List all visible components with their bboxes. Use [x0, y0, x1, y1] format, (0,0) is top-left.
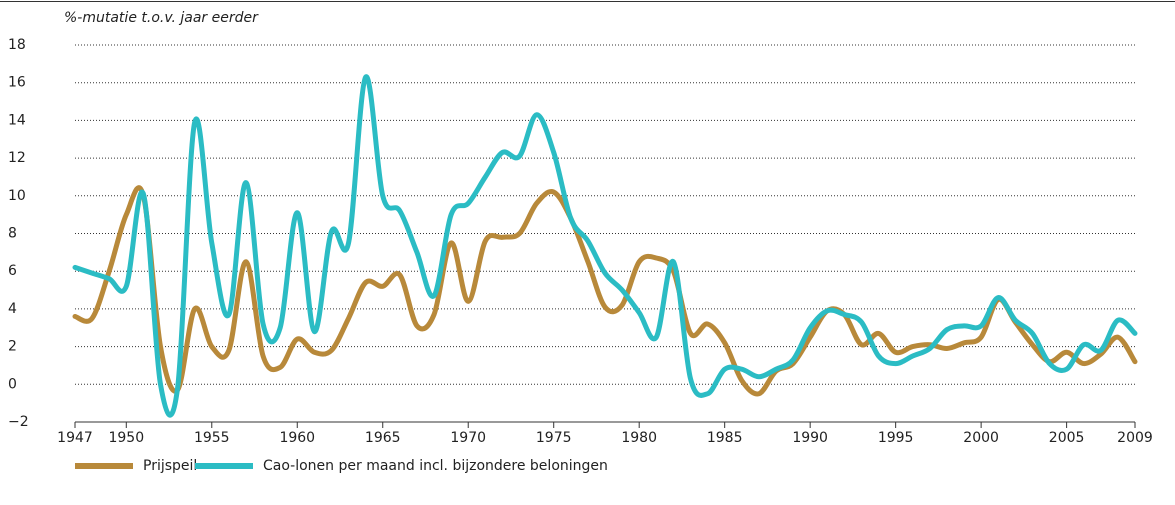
x-tick-label: 1985 [707, 430, 743, 446]
line-series [72, 74, 1138, 418]
x-tick-label: 1965 [365, 430, 401, 446]
x-tick-label: 1947 [57, 430, 93, 446]
y-tick-label: 16 [8, 75, 26, 91]
x-tick-label: 1990 [792, 430, 828, 446]
line-series [72, 185, 1138, 397]
y-tick-label: 4 [8, 301, 17, 317]
x-tick-label: 2005 [1049, 430, 1085, 446]
y-axis-label: %-mutatie t.o.v. jaar eerder [64, 10, 259, 26]
x-tick-label: 1955 [194, 430, 230, 446]
x-tick-label: 2000 [963, 430, 999, 446]
x-tick-label: 1970 [450, 430, 486, 446]
legend-label: Cao-lonen per maand incl. bijzondere bel… [263, 458, 608, 474]
y-tick-label: 0 [8, 376, 17, 392]
y-tick-label: 6 [8, 263, 17, 279]
y-tick-label: 12 [8, 150, 26, 166]
y-tick-label: 10 [8, 188, 26, 204]
x-tick-label: 1980 [621, 430, 657, 446]
x-tick-label: 1950 [108, 430, 144, 446]
x-tick-label: 1975 [536, 430, 572, 446]
x-tick-label: 1960 [279, 430, 315, 446]
y-tick-label: −2 [8, 414, 29, 430]
y-tick-label: 2 [8, 339, 17, 355]
x-tick-label: 1995 [878, 430, 914, 446]
x-tick-label: 2009 [1117, 430, 1153, 446]
y-tick-label: 18 [8, 37, 26, 53]
y-tick-label: 8 [8, 226, 17, 242]
legend-label: Prijspeil [143, 458, 197, 474]
y-tick-label: 14 [8, 112, 26, 128]
